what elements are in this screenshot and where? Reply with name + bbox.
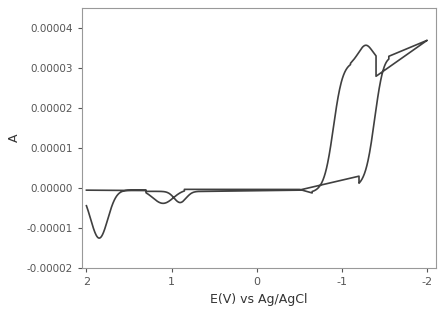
X-axis label: E(V) vs Ag/AgCl: E(V) vs Ag/AgCl — [210, 293, 308, 306]
Y-axis label: A: A — [8, 134, 21, 143]
